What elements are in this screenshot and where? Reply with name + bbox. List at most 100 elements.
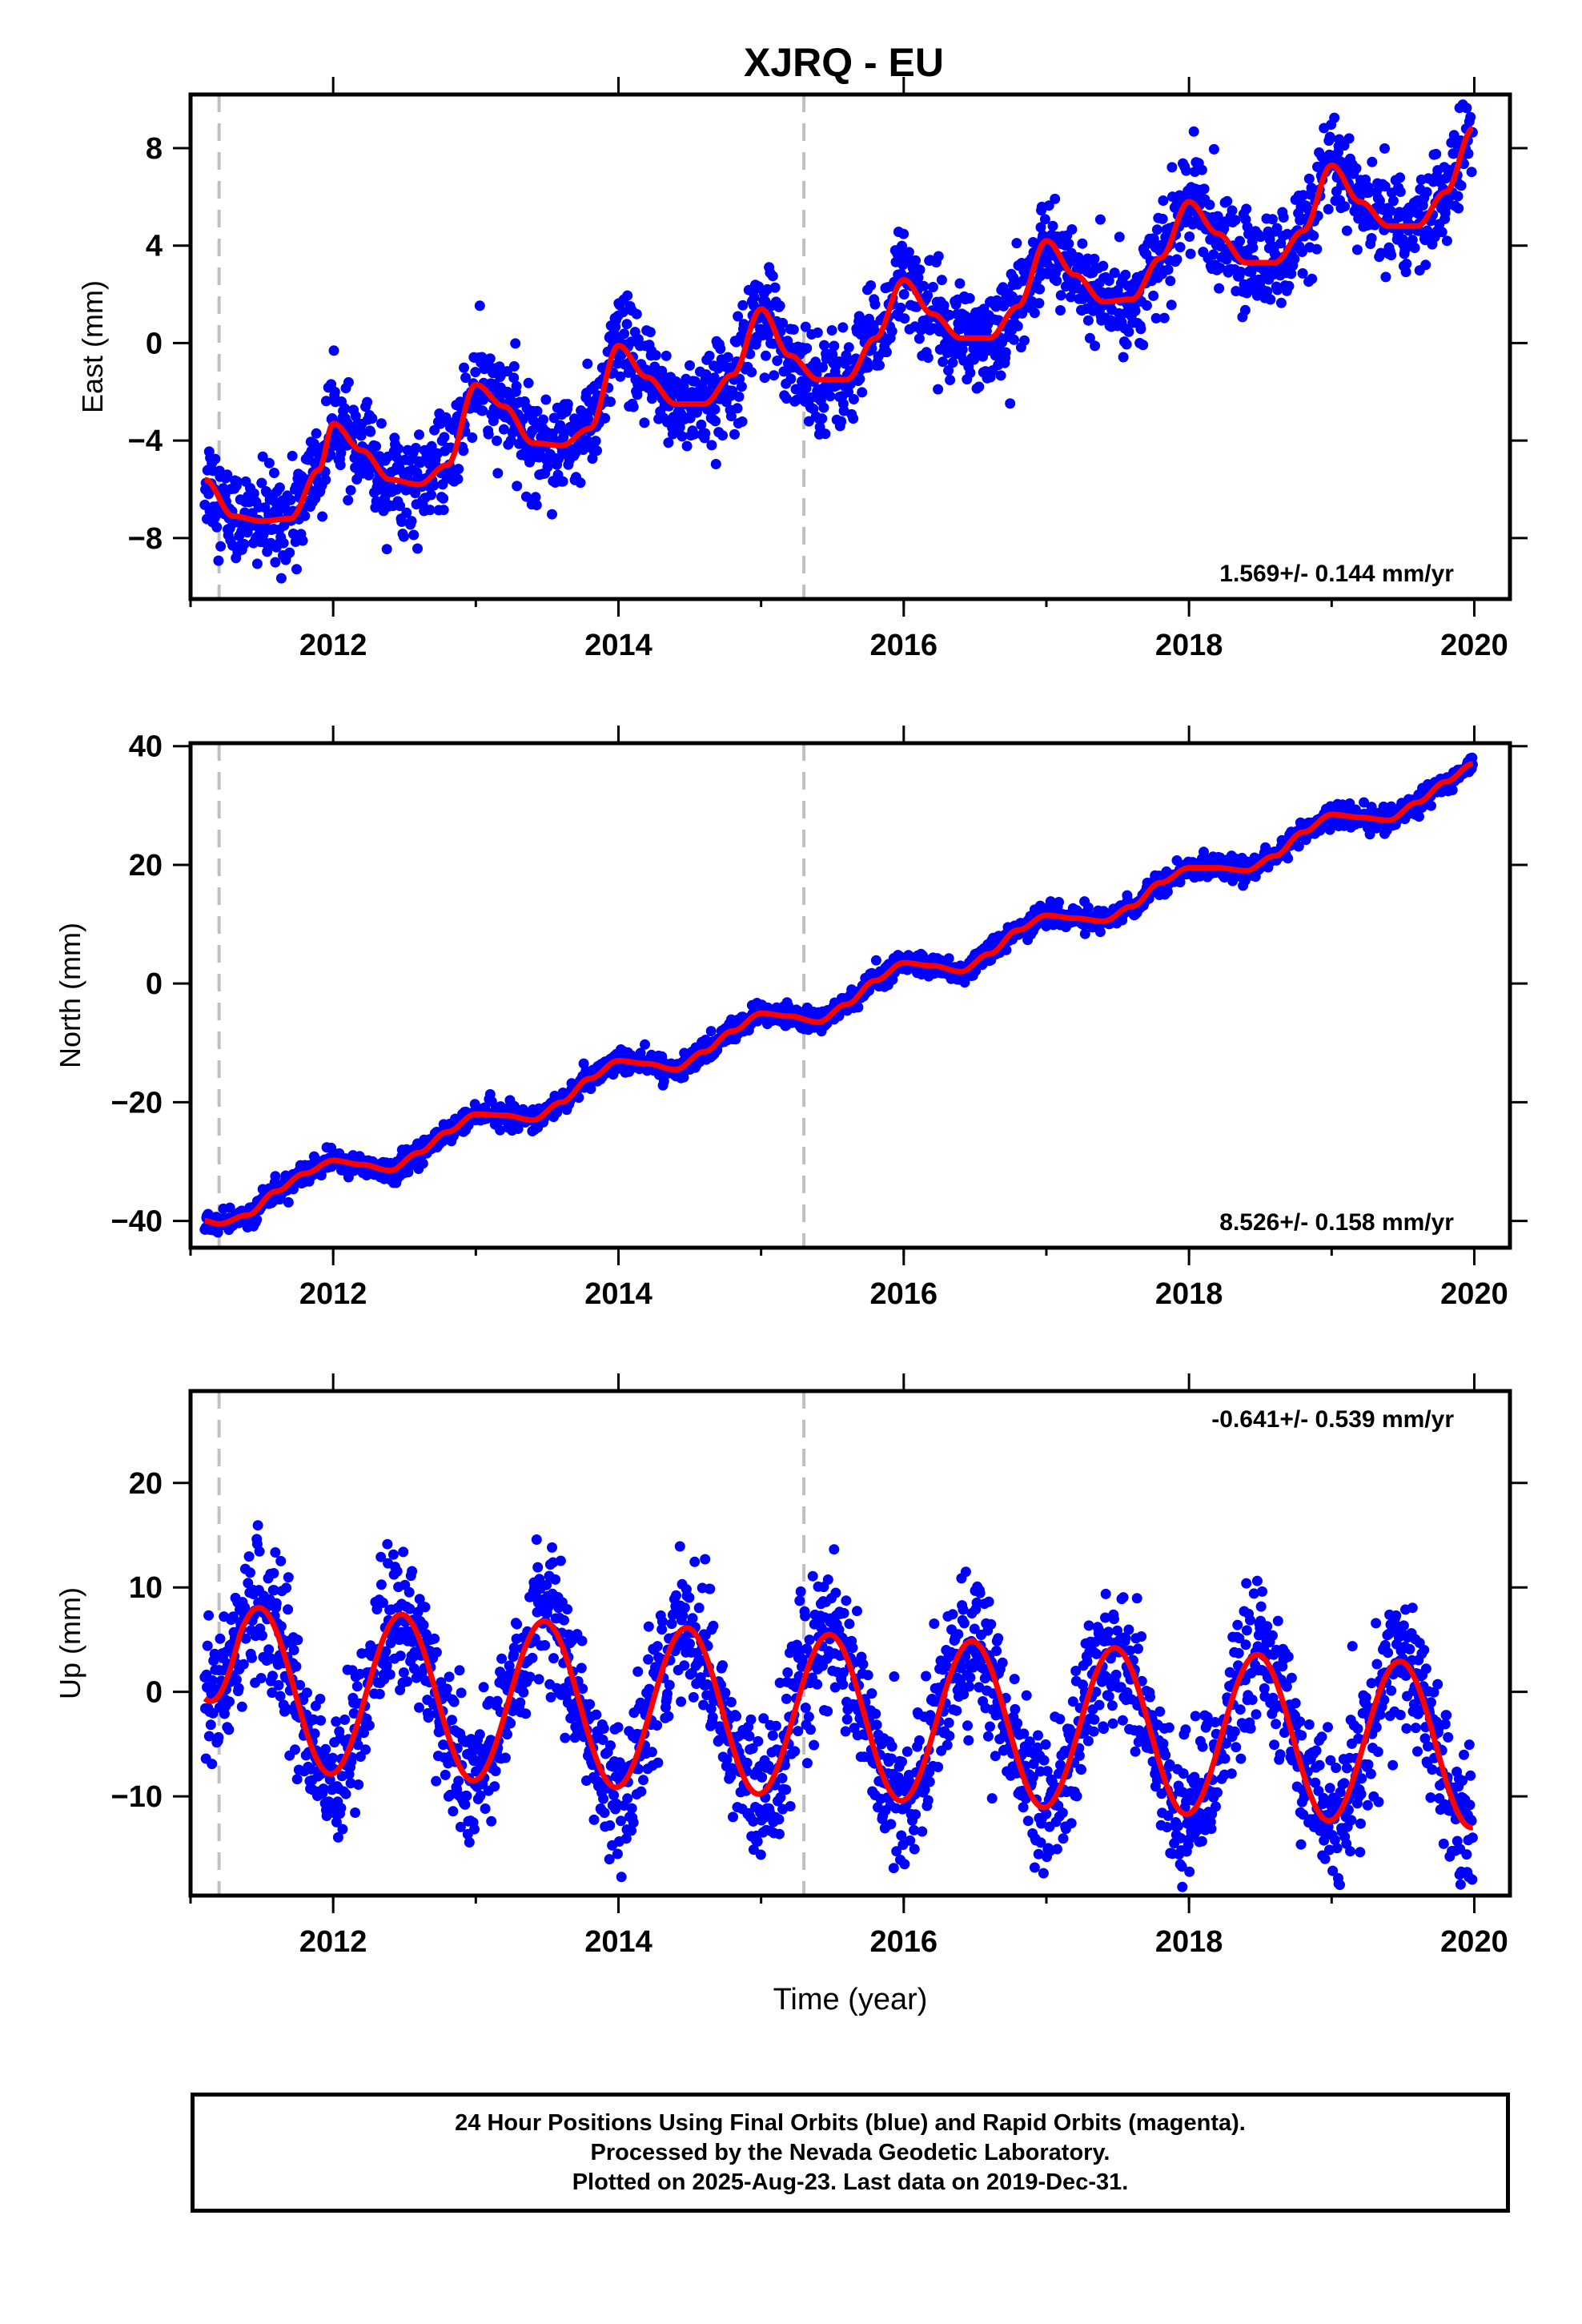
up-data-point bbox=[283, 1572, 294, 1583]
up-data-point bbox=[460, 1799, 471, 1810]
east-data-point bbox=[663, 437, 674, 448]
up-data-point bbox=[404, 1586, 415, 1598]
east-data-point bbox=[362, 396, 373, 408]
east-data-point bbox=[710, 459, 721, 469]
up-data-point bbox=[203, 1610, 215, 1621]
east-data-point bbox=[1158, 312, 1170, 324]
up-data-point bbox=[456, 1687, 467, 1699]
north-data-point bbox=[1094, 927, 1106, 938]
east-data-point bbox=[759, 372, 770, 384]
east-data-point bbox=[484, 353, 496, 364]
east-data-point bbox=[329, 386, 340, 397]
east-data-point bbox=[1120, 269, 1131, 280]
east-y-tick-label: −8 bbox=[128, 522, 163, 556]
east-data-point bbox=[410, 488, 421, 499]
up-data-point bbox=[288, 1645, 299, 1655]
east-data-point bbox=[800, 321, 811, 332]
east-data-point bbox=[843, 342, 854, 353]
up-data-point bbox=[315, 1694, 326, 1704]
east-data-point bbox=[933, 384, 944, 395]
east-y-axis-label: East (mm) bbox=[76, 280, 109, 413]
east-y-tick-label: 4 bbox=[146, 230, 163, 263]
north-x-tick-label: 2016 bbox=[870, 1277, 938, 1311]
east-data-point bbox=[898, 228, 909, 239]
east-data-point bbox=[510, 338, 521, 349]
east-data-point bbox=[1311, 243, 1323, 255]
east-data-point bbox=[1239, 304, 1251, 316]
east-data-point bbox=[317, 511, 328, 522]
east-data-point bbox=[1453, 203, 1464, 214]
east-data-point bbox=[452, 473, 464, 485]
east-data-point bbox=[1034, 298, 1045, 309]
east-data-point bbox=[1184, 231, 1195, 242]
up-data-point bbox=[440, 1769, 451, 1780]
east-data-point bbox=[1012, 320, 1023, 332]
east-data-point bbox=[210, 453, 221, 464]
up-data-point bbox=[350, 1807, 361, 1818]
north-data-point bbox=[640, 1039, 650, 1050]
east-data-point bbox=[769, 282, 781, 293]
east-data-point bbox=[817, 413, 828, 424]
east-data-point bbox=[1329, 112, 1340, 123]
up-data-point bbox=[447, 1715, 457, 1726]
east-data-point bbox=[1005, 398, 1016, 409]
east-data-point bbox=[1436, 227, 1447, 238]
east-data-point bbox=[848, 413, 859, 424]
east-data-point bbox=[1461, 103, 1472, 114]
east-data-point bbox=[339, 403, 351, 414]
east-data-point bbox=[1241, 203, 1252, 215]
east-data-point bbox=[709, 404, 721, 415]
east-data-point bbox=[477, 405, 488, 416]
east-data-point bbox=[1325, 132, 1336, 143]
up-data-point bbox=[375, 1579, 387, 1590]
east-data-point bbox=[263, 457, 275, 468]
east-data-point bbox=[825, 391, 836, 402]
east-data-point bbox=[287, 450, 298, 461]
east-data-point bbox=[965, 368, 976, 378]
east-data-point bbox=[1275, 297, 1287, 308]
north-data-point bbox=[283, 1196, 294, 1208]
east-data-point bbox=[717, 430, 728, 441]
east-data-point bbox=[371, 440, 382, 452]
east-data-point bbox=[827, 349, 838, 360]
north-data-point bbox=[1447, 785, 1458, 795]
east-data-point bbox=[631, 308, 642, 320]
east-x-tick-label: 2014 bbox=[584, 629, 652, 662]
east-data-point bbox=[1401, 259, 1412, 269]
up-data-point bbox=[281, 1582, 292, 1594]
east-data-point bbox=[396, 517, 408, 527]
east-data-point bbox=[453, 464, 464, 475]
up-data-point bbox=[238, 1659, 249, 1670]
east-data-point bbox=[615, 371, 626, 382]
east-data-point bbox=[1385, 205, 1396, 216]
east-data-point bbox=[1380, 271, 1391, 283]
east-data-point bbox=[746, 367, 757, 378]
east-data-point bbox=[777, 317, 789, 328]
east-data-point bbox=[1039, 214, 1050, 225]
east-data-point bbox=[781, 393, 792, 404]
east-data-point bbox=[801, 343, 813, 354]
east-data-point bbox=[945, 375, 956, 385]
east-data-point bbox=[1174, 242, 1186, 253]
east-data-point bbox=[531, 500, 542, 511]
up-data-point bbox=[233, 1683, 244, 1694]
east-data-point bbox=[837, 322, 849, 333]
east-data-point bbox=[639, 417, 650, 428]
up-data-point bbox=[391, 1566, 403, 1577]
east-data-point bbox=[211, 521, 223, 533]
up-data-point bbox=[302, 1687, 312, 1699]
east-data-point bbox=[774, 300, 785, 312]
east-data-point bbox=[1208, 143, 1219, 155]
east-data-point bbox=[355, 430, 367, 441]
east-data-point bbox=[438, 493, 449, 504]
east-data-point bbox=[700, 428, 711, 439]
east-data-point bbox=[278, 537, 289, 549]
east-data-point bbox=[733, 311, 744, 322]
east-data-point bbox=[943, 365, 954, 376]
east-data-point bbox=[256, 477, 267, 489]
chart-title: XJRQ - EU bbox=[744, 40, 944, 85]
east-y-tick-label: 0 bbox=[146, 327, 163, 360]
up-data-point bbox=[407, 1566, 418, 1577]
east-data-point bbox=[729, 428, 740, 440]
east-data-point bbox=[1185, 248, 1196, 259]
